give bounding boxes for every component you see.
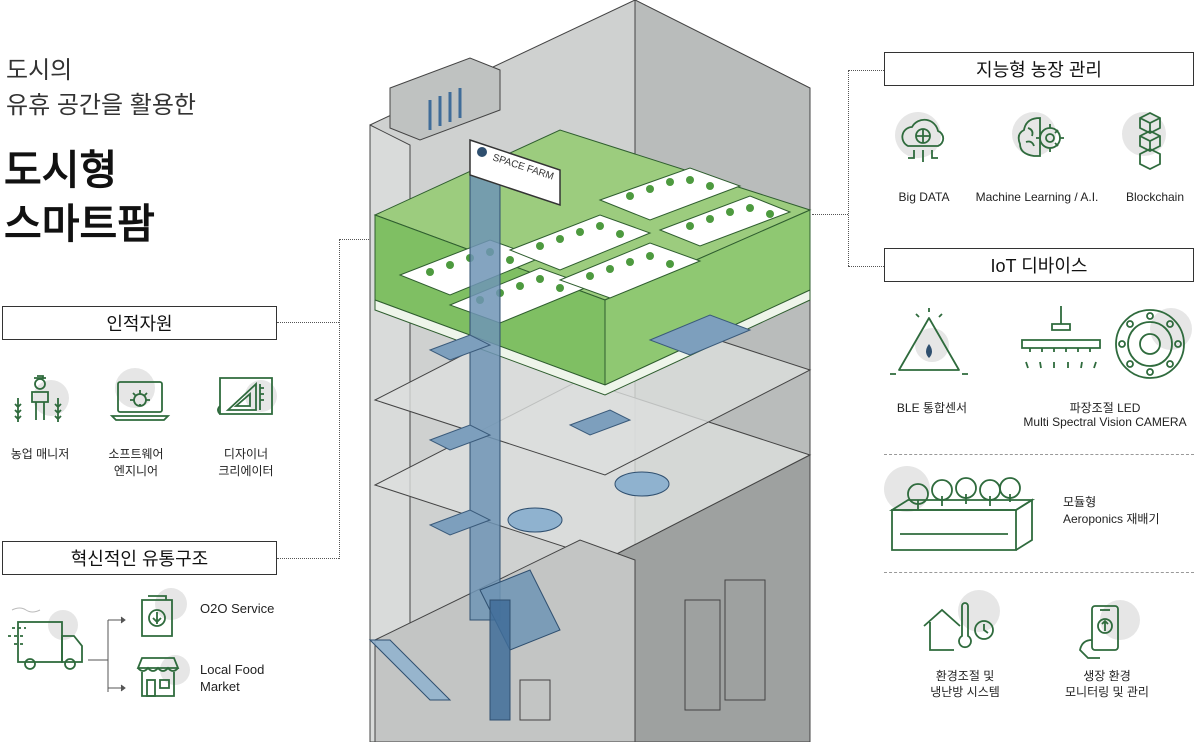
produce-bag-icon	[141, 595, 173, 637]
connector-line	[848, 70, 884, 71]
cloud-globe-icon	[901, 118, 945, 162]
icon-bg-circle	[958, 590, 1000, 632]
distribution-title: 혁신적인 유통구조	[2, 541, 277, 575]
connector-line	[848, 70, 849, 266]
phone-monitoring-icon	[1079, 605, 1119, 659]
designer-label-1: 디자이너	[223, 447, 269, 461]
icon-bg-circle	[33, 380, 69, 416]
climate-control-icon	[923, 602, 994, 651]
connector-line	[339, 239, 375, 240]
led-label-2: Multi Spectral Vision CAMERA	[1023, 415, 1187, 429]
icon-bg-circle	[155, 588, 187, 620]
human-resources-title: 인적자원	[2, 306, 277, 340]
icon-bg-circle	[1150, 308, 1192, 350]
blockchain-cubes-icon	[1139, 111, 1161, 171]
blueprint-ruler-icon	[217, 377, 273, 415]
farmer-icon	[14, 375, 62, 422]
monitoring-label-1: 생장 환경	[1083, 669, 1131, 683]
engineer-label-2: 엔지니어	[113, 464, 159, 478]
aeroponics-module-icon	[888, 477, 1036, 551]
icon-bg-circle	[884, 466, 930, 512]
building-illustration: SPACE FARM	[368, 0, 812, 742]
laptop-gear-icon	[109, 381, 171, 421]
distribution-connector	[88, 616, 126, 692]
section-divider	[884, 572, 1194, 573]
headline-line2: 유휴 공간을 활용한	[6, 92, 196, 119]
farmer-label: 농업 매니저	[10, 447, 70, 461]
spectral-camera-icon	[1115, 309, 1185, 379]
monitoring-label-2: 모니터링 및 관리	[1065, 685, 1149, 699]
led-label-1: 파장조절 LED	[1069, 401, 1141, 415]
headline-main1: 도시형	[4, 147, 118, 193]
ml-ai-label: Machine Learning / A.I.	[975, 190, 1099, 204]
engineer-label-1: 소프트웨어	[108, 447, 164, 461]
local-food-label-2: Market	[200, 679, 240, 694]
ble-sensor-icon	[890, 308, 968, 375]
icon-bg-circle	[48, 610, 78, 640]
connector-line	[812, 214, 848, 215]
delivery-truck-icon	[8, 607, 83, 670]
aeroponics-label-1: 모듈형	[1063, 495, 1097, 509]
section-divider	[884, 454, 1194, 455]
o2o-label: O2O Service	[200, 601, 275, 616]
big-data-label: Big DATA	[898, 190, 950, 204]
connector-line	[339, 239, 340, 559]
brain-gear-icon	[1017, 117, 1064, 157]
aeroponics-label-2: Aeroponics 재배기	[1063, 512, 1160, 526]
climate-label-1: 환경조절 및	[935, 669, 995, 683]
farm-management-title: 지능형 농장 관리	[884, 52, 1194, 86]
storefront-icon	[136, 657, 180, 697]
local-food-label-1: Local Food	[200, 662, 265, 677]
headline-line1: 도시의	[6, 57, 73, 84]
connector-line	[848, 266, 884, 267]
ble-sensor-label: BLE 통합센서	[896, 401, 968, 415]
blockchain-label: Blockchain	[1125, 190, 1185, 204]
climate-label-2: 냉난방 시스템	[930, 685, 1000, 699]
iot-devices-title: IoT 디바이스	[884, 248, 1194, 282]
designer-label-2: 크리에이터	[218, 464, 274, 478]
connector-line	[277, 558, 339, 559]
connector-line	[277, 322, 339, 323]
headline-main2: 스마트팜	[4, 201, 155, 247]
led-lamp-icon	[1021, 306, 1101, 369]
